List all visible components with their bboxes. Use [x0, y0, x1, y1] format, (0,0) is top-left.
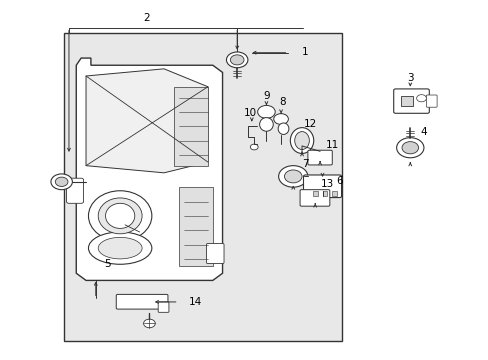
Circle shape [226, 52, 247, 68]
Ellipse shape [105, 203, 135, 228]
Text: 7: 7 [302, 159, 308, 169]
Text: 6: 6 [336, 176, 342, 186]
Circle shape [284, 170, 302, 183]
Bar [331, 191, 336, 196]
Bar [322, 191, 327, 196]
Ellipse shape [98, 237, 142, 259]
Circle shape [51, 174, 72, 190]
Ellipse shape [259, 118, 273, 131]
Circle shape [230, 55, 244, 65]
Circle shape [55, 177, 68, 186]
Ellipse shape [294, 132, 309, 149]
Text: 1: 1 [302, 46, 308, 57]
Circle shape [396, 138, 423, 158]
Ellipse shape [290, 128, 313, 153]
Bar [173, 87, 207, 166]
Text: 14: 14 [189, 297, 202, 307]
Ellipse shape [88, 191, 152, 241]
Bar [64, 33, 341, 341]
Text: 3: 3 [406, 73, 413, 83]
Bar [312, 191, 317, 196]
Circle shape [143, 319, 155, 328]
Bar [400, 96, 412, 107]
Text: 10: 10 [244, 108, 257, 118]
Text: 11: 11 [325, 140, 338, 150]
Circle shape [278, 166, 307, 187]
FancyBboxPatch shape [116, 294, 167, 309]
FancyBboxPatch shape [426, 95, 436, 107]
FancyBboxPatch shape [393, 89, 428, 113]
FancyBboxPatch shape [206, 243, 224, 264]
Ellipse shape [278, 123, 288, 134]
Ellipse shape [88, 232, 152, 264]
Circle shape [250, 144, 258, 150]
Circle shape [273, 114, 288, 125]
Bar [178, 187, 212, 266]
Ellipse shape [98, 198, 142, 234]
Circle shape [401, 141, 418, 154]
FancyBboxPatch shape [158, 302, 168, 312]
Text: 2: 2 [143, 13, 150, 23]
Text: 8: 8 [279, 97, 285, 107]
FancyBboxPatch shape [307, 150, 331, 165]
Text: 5: 5 [104, 259, 111, 269]
Text: 9: 9 [263, 91, 269, 101]
FancyBboxPatch shape [66, 178, 83, 203]
FancyBboxPatch shape [303, 175, 341, 198]
Polygon shape [76, 58, 222, 280]
Text: 13: 13 [320, 179, 333, 189]
Circle shape [257, 105, 275, 118]
Circle shape [416, 95, 426, 102]
Polygon shape [86, 69, 207, 173]
Text: 12: 12 [303, 120, 316, 129]
Text: 4: 4 [420, 127, 427, 136]
FancyBboxPatch shape [300, 190, 329, 206]
